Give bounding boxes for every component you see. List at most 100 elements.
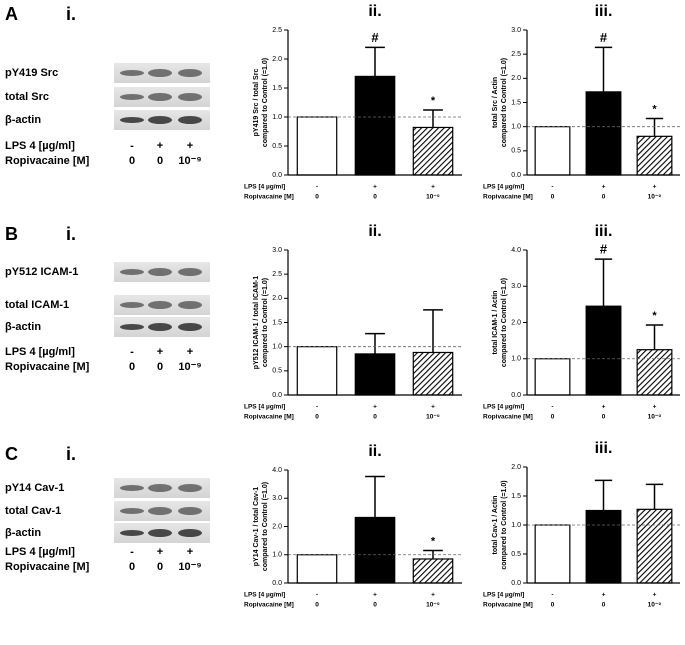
condition-value: + [431, 404, 435, 411]
condition-value: 10⁻⁹ [426, 602, 440, 609]
condition-value: + [187, 546, 193, 558]
condition-value: 0 [157, 561, 163, 573]
y-tick-label: 2.0 [511, 464, 521, 471]
blot-row-label: total Src [5, 91, 49, 103]
y-tick-label: 2.0 [272, 56, 282, 63]
blot-row-label: pY419 Src [5, 67, 58, 79]
y-tick-label: 1.5 [511, 493, 521, 500]
condition-value: 10⁻⁹ [426, 194, 440, 201]
chart-title: iii. [595, 3, 613, 20]
condition-label: LPS [4 µg/ml] [244, 404, 285, 411]
condition-value: 0 [551, 414, 555, 421]
y-tick-label: 3.0 [272, 495, 282, 502]
significance-marker: * [431, 535, 436, 547]
bar [412, 126, 454, 176]
condition-value: - [551, 184, 553, 191]
y-tick-label: 1.5 [272, 319, 282, 326]
blot-band [178, 116, 202, 124]
condition-value: 0 [602, 602, 606, 609]
blot-band [178, 484, 202, 492]
condition-value: + [602, 592, 606, 599]
condition-value: 10⁻⁹ [178, 155, 201, 167]
significance-marker: * [652, 103, 657, 115]
blot-row-label: β-actin [5, 527, 41, 539]
condition-label: Ropivacaine [M] [483, 602, 533, 609]
condition-label: LPS [4 µg/ml] [244, 592, 285, 599]
y-axis-label: pY14 Cav-1 / total Cav-1 [253, 487, 260, 566]
bar [412, 558, 454, 584]
panel-sublabel: i. [66, 4, 76, 24]
condition-value: + [157, 346, 163, 358]
blot-band [148, 323, 172, 331]
condition-label: LPS [4 µg/ml] [483, 404, 524, 411]
condition-value: + [431, 592, 435, 599]
condition-value: + [653, 184, 657, 191]
y-tick-label: 0.0 [511, 580, 521, 587]
y-tick-label: 3.0 [511, 283, 521, 290]
significance-marker: * [652, 310, 657, 322]
blot-row-label: total ICAM-1 [5, 299, 69, 311]
blot-band [148, 301, 172, 309]
y-axis-label: total Src / Actin [492, 77, 499, 128]
blot-band [178, 301, 202, 309]
panel-letter: A [5, 4, 18, 24]
panel-letter: B [5, 224, 18, 244]
blot-row-label: pY14 Cav-1 [5, 482, 64, 494]
significance-marker: * [431, 95, 436, 107]
blot-band [120, 508, 144, 514]
condition-value: + [373, 184, 377, 191]
condition-value: + [602, 404, 606, 411]
blot-band [178, 529, 202, 537]
y-tick-label: 1.5 [511, 99, 521, 106]
y-axis-label: compared to Control (=1.0) [262, 278, 269, 367]
bar [354, 353, 396, 396]
blot-band [148, 93, 172, 101]
condition-value: 0 [157, 361, 163, 373]
blot-band [148, 69, 172, 77]
condition-value: + [187, 140, 193, 152]
blot-band [120, 302, 144, 308]
blot-band [148, 507, 172, 515]
condition-value: + [373, 404, 377, 411]
y-tick-label: 1.0 [272, 114, 282, 121]
blot-band [148, 529, 172, 537]
y-tick-label: 4.0 [272, 467, 282, 474]
blot-band [120, 485, 144, 491]
condition-value: 0 [602, 414, 606, 421]
y-axis-label: compared to Control (=1.0) [501, 480, 508, 569]
chart-title: ii. [368, 223, 381, 240]
chart-title: ii. [368, 3, 381, 20]
y-tick-label: 1.0 [511, 356, 521, 363]
condition-value: 10⁻⁹ [178, 561, 201, 573]
y-tick-label: 0.0 [511, 172, 521, 179]
condition-value: - [551, 592, 553, 599]
y-tick-label: 1.0 [272, 344, 282, 351]
bar [585, 509, 622, 584]
y-tick-label: 1.0 [511, 124, 521, 131]
condition-value: 0 [373, 602, 377, 609]
bar [636, 349, 673, 396]
y-axis-label: total Cav-1 / Actin [492, 496, 499, 555]
blot-band [178, 268, 202, 276]
condition-value: + [602, 184, 606, 191]
condition-value: 0 [373, 414, 377, 421]
bar [534, 524, 571, 584]
panel-sublabel: i. [66, 444, 76, 464]
y-tick-label: 3.0 [272, 247, 282, 254]
condition-label: Ropivacaine [M] [483, 194, 533, 201]
chart-title: iii. [595, 223, 613, 240]
y-tick-label: 1.0 [511, 522, 521, 529]
condition-label: Ropivacaine [M] [5, 155, 90, 167]
condition-value: - [130, 346, 134, 358]
condition-value: 10⁻⁹ [648, 414, 662, 421]
condition-label: Ropivacaine [M] [244, 602, 294, 609]
y-tick-label: 0.0 [272, 580, 282, 587]
condition-value: + [157, 546, 163, 558]
condition-label: Ropivacaine [M] [5, 561, 90, 573]
condition-value: + [653, 404, 657, 411]
bar [412, 351, 454, 396]
condition-value: 0 [315, 602, 319, 609]
bar [296, 554, 338, 584]
condition-value: 0 [602, 194, 606, 201]
significance-marker: # [371, 30, 379, 45]
